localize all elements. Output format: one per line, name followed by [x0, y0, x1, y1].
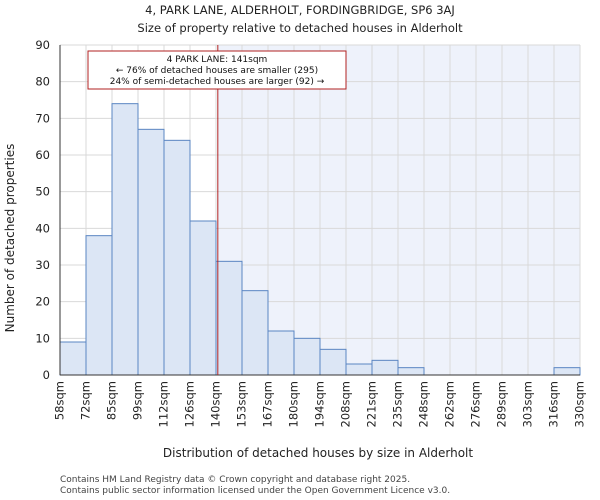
histogram-bar: [345, 363, 373, 376]
x-tick-label: 112sqm: [157, 381, 171, 427]
x-tick-label: 140sqm: [209, 381, 223, 427]
x-tick-label: 330sqm: [573, 381, 587, 427]
x-tick-label: 85sqm: [105, 381, 119, 420]
annotation-box: [87, 50, 347, 90]
x-tick-label: 208sqm: [339, 381, 353, 427]
x-tick-label: 72sqm: [79, 381, 93, 420]
histogram-bar: [371, 359, 399, 376]
histogram-bar: [267, 330, 295, 376]
y-tick-label: 80: [35, 75, 50, 89]
histogram-bar: [163, 139, 191, 376]
y-tick-label: 70: [35, 111, 50, 125]
footer-line-1: Contains HM Land Registry data © Crown c…: [60, 475, 410, 485]
x-tick-label: 316sqm: [547, 381, 561, 427]
x-tick-label: 167sqm: [261, 381, 275, 427]
y-tick-label: 20: [35, 295, 50, 309]
x-tick-label: 99sqm: [131, 381, 145, 420]
histogram-bar: [319, 348, 347, 376]
annotation-line-2: ← 76% of detached houses are smaller (29…: [116, 66, 318, 76]
highlight-region: [217, 45, 580, 375]
y-axis-label: Number of detached properties: [3, 144, 17, 333]
histogram-bar: [241, 290, 269, 376]
y-tick-label: 60: [35, 148, 50, 162]
y-tick-label: 90: [35, 38, 50, 52]
x-tick-label: 289sqm: [495, 381, 509, 427]
histogram-bar: [137, 128, 165, 376]
histogram-bar: [59, 341, 87, 376]
histogram-bar: [85, 235, 113, 376]
histogram-bar: [293, 337, 321, 376]
histogram-bar: [553, 367, 581, 376]
x-tick-label: 303sqm: [521, 381, 535, 427]
chart-title: 4, PARK LANE, ALDERHOLT, FORDINGBRIDGE, …: [145, 3, 455, 17]
histogram-bar: [215, 260, 243, 376]
footer-line-2: Contains public sector information licen…: [60, 486, 450, 496]
y-tick-label: 0: [43, 368, 50, 382]
y-tick-label: 50: [35, 185, 50, 199]
x-tick-label: 180sqm: [287, 381, 301, 427]
x-tick-label: 58sqm: [53, 381, 67, 420]
x-tick-label: 235sqm: [391, 381, 405, 427]
histogram-bar: [397, 367, 425, 376]
x-tick-label: 276sqm: [469, 381, 483, 427]
x-tick-label: 194sqm: [313, 381, 327, 427]
y-tick-label: 10: [35, 331, 50, 345]
chart-subtitle: Size of property relative to detached ho…: [137, 21, 463, 35]
y-tick-label: 40: [35, 221, 50, 235]
annotation-line-3: 24% of semi-detached houses are larger (…: [110, 77, 325, 87]
x-tick-label: 221sqm: [365, 381, 379, 427]
x-tick-label: 126sqm: [183, 381, 197, 427]
histogram-bar: [189, 220, 217, 376]
x-axis-label: Distribution of detached houses by size …: [163, 446, 473, 460]
histogram-bar: [111, 103, 139, 376]
x-tick-label: 262sqm: [443, 381, 457, 427]
y-tick-label: 30: [35, 258, 50, 272]
annotation-line-1: 4 PARK LANE: 141sqm: [167, 55, 268, 65]
x-tick-label: 248sqm: [417, 381, 431, 427]
x-tick-label: 153sqm: [235, 381, 249, 427]
